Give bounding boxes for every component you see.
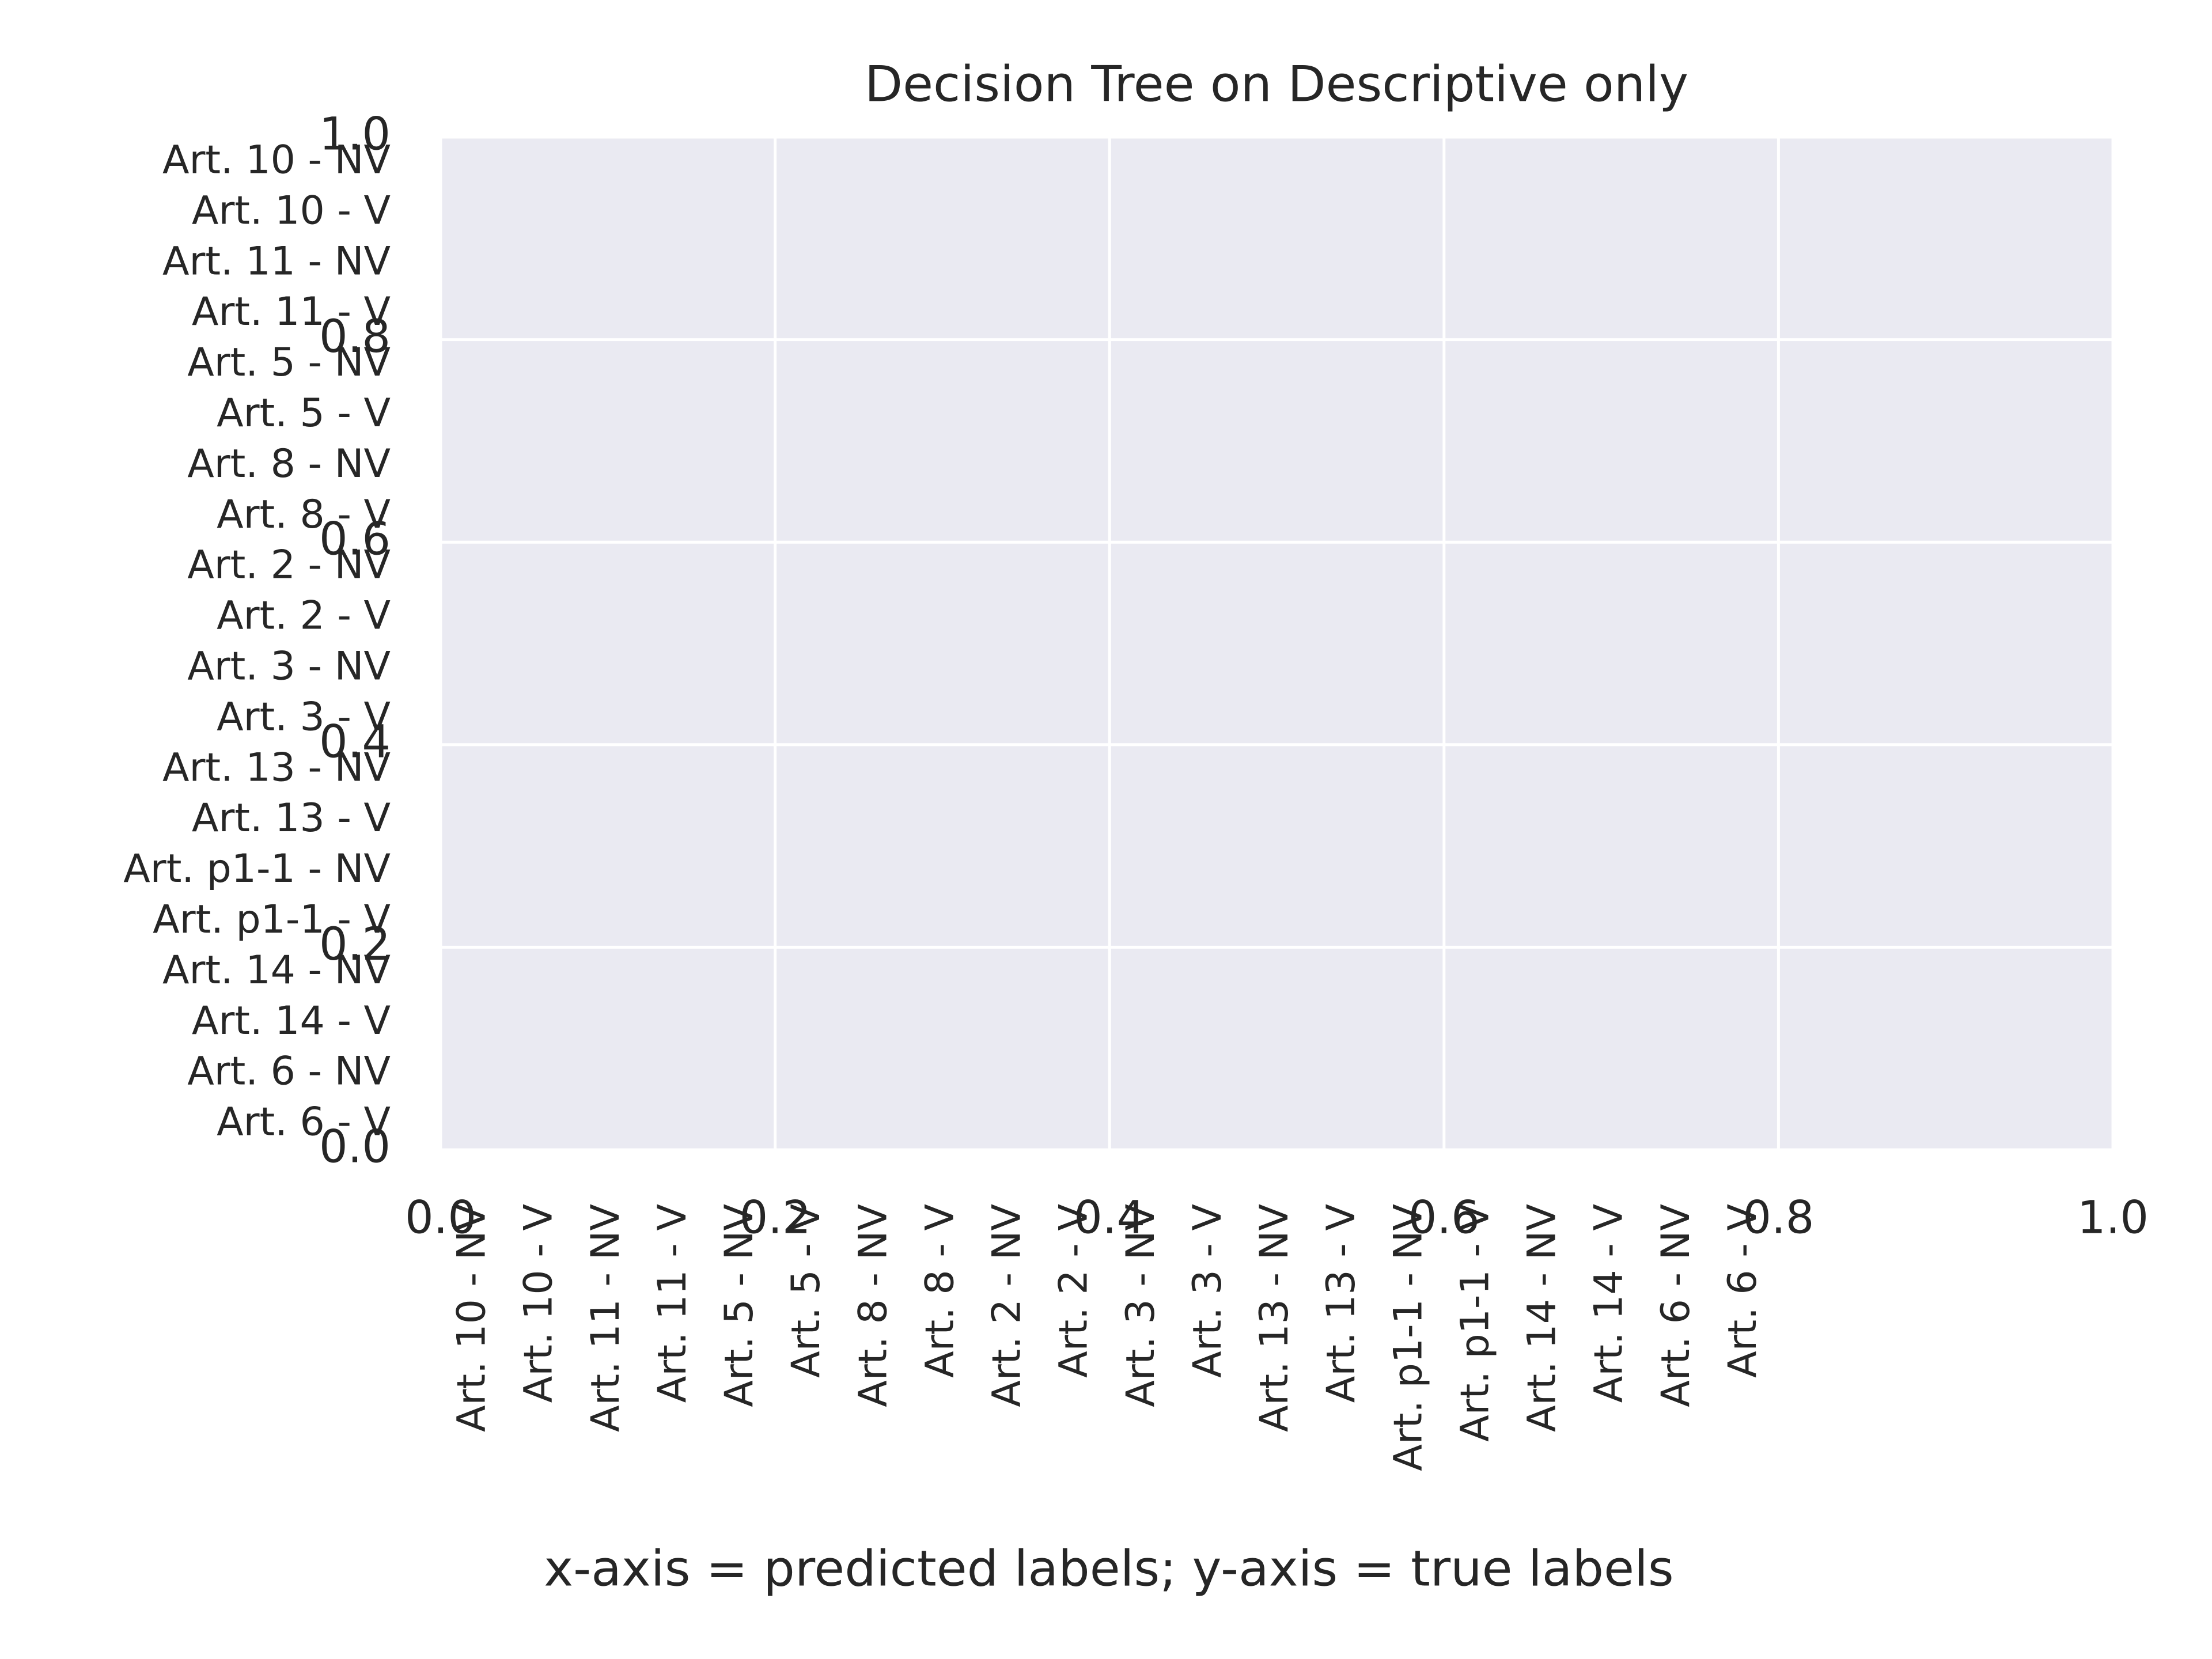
- x-category-label: Art. 5 - V: [783, 1204, 829, 1378]
- y-category-label: Art. 6 - V: [217, 1100, 391, 1145]
- x-category-label: Art. 10 - V: [516, 1204, 562, 1403]
- x-category-label: Art. 8 - NV: [850, 1204, 896, 1407]
- y-category-label: Art. 13 - V: [192, 796, 391, 841]
- y-category-label: Art. 8 - NV: [187, 441, 391, 487]
- x-category-label: Art. 13 - NV: [1252, 1204, 1297, 1432]
- y-category-label: Art. 11 - V: [192, 289, 391, 335]
- y-category-label: Art. 14 - NV: [162, 948, 391, 993]
- y-tick-label: 1.0: [319, 108, 391, 160]
- y-tick-label: 0.0: [319, 1121, 391, 1173]
- x-category-label: Art. 6 - V: [1720, 1204, 1766, 1378]
- x-category-label: Art. 13 - V: [1319, 1204, 1364, 1403]
- y-category-label: Art. 2 - V: [217, 593, 391, 639]
- x-category-label: Art. 3 - V: [1185, 1204, 1230, 1378]
- x-category-label: Art. 3 - NV: [1118, 1204, 1164, 1407]
- y-category-label: Art. 5 - V: [217, 391, 391, 436]
- x-category-label: Art. 5 - NV: [717, 1204, 762, 1407]
- x-tick-label: 0.6: [1408, 1192, 1480, 1244]
- x-tick-label: 0.2: [740, 1192, 811, 1244]
- x-category-label: Art. 10 - NV: [449, 1204, 495, 1432]
- y-tick-label: 0.8: [319, 311, 391, 363]
- y-category-label: Art. 2 - NV: [187, 543, 391, 588]
- x-tick-label: 1.0: [2077, 1192, 2149, 1244]
- y-category-label: Art. p1-1 - NV: [123, 846, 391, 892]
- x-axis-label: x-axis = predicted labels; y-axis = true…: [544, 1540, 1673, 1597]
- x-category-label: Art. 11 - NV: [583, 1204, 628, 1432]
- y-category-label: Art. 3 - NV: [187, 643, 391, 689]
- x-tick-label: 0.0: [405, 1192, 476, 1244]
- x-category-label: Art. 11 - V: [650, 1204, 695, 1403]
- y-category-label: Art. 3 - V: [217, 694, 391, 740]
- x-category-label: Art. 8 - V: [917, 1204, 963, 1378]
- y-category-label: Art. 11 - NV: [162, 238, 391, 284]
- y-tick-label: 0.2: [319, 919, 391, 971]
- y-category-label: Art. 10 - NV: [162, 137, 391, 183]
- x-category-label: Art. 6 - NV: [1653, 1204, 1699, 1407]
- y-tick-label: 0.4: [319, 716, 391, 768]
- x-category-label: Art. 2 - V: [1051, 1204, 1097, 1378]
- plot-background: [441, 137, 2113, 1150]
- x-category-label: Art. p1-1 - NV: [1385, 1204, 1431, 1471]
- chart-title: Decision Tree on Descriptive only: [865, 55, 1688, 113]
- y-category-label: Art. 13 - NV: [162, 745, 391, 790]
- y-category-label: Art. 14 - V: [192, 998, 391, 1044]
- x-category-label: Art. 2 - NV: [984, 1204, 1030, 1407]
- x-tick-label: 0.4: [1074, 1192, 1145, 1244]
- y-category-label: Art. 5 - NV: [187, 340, 391, 385]
- x-category-label: Art. 14 - V: [1586, 1204, 1632, 1403]
- x-tick-label: 0.8: [1743, 1192, 1814, 1244]
- x-category-label: Art. p1-1 - V: [1452, 1204, 1498, 1442]
- y-category-label: Art. 10 - V: [192, 188, 391, 233]
- x-category-label: Art. 14 - NV: [1520, 1204, 1565, 1432]
- y-tick-label: 0.6: [319, 514, 391, 566]
- y-category-label: Art. 8 - V: [217, 492, 391, 537]
- y-category-label: Art. 6 - NV: [187, 1049, 391, 1094]
- y-category-label: Art. p1-1 - V: [153, 897, 391, 942]
